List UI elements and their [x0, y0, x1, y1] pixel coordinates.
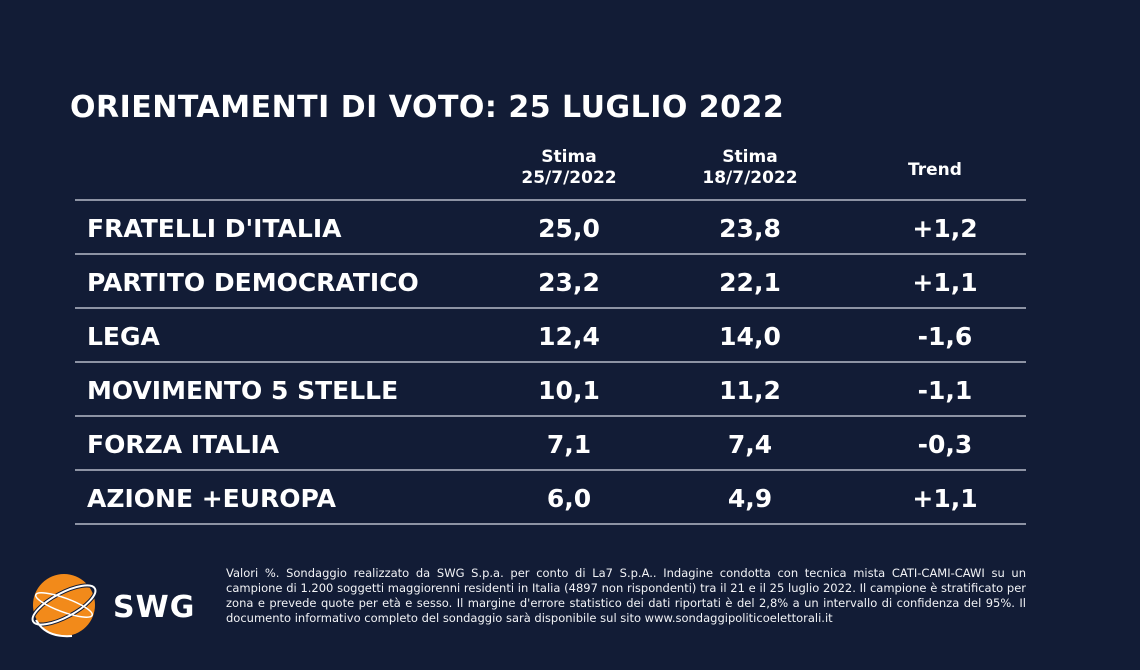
party-name: FRATELLI D'ITALIA: [87, 214, 342, 243]
value-trend: +1,1: [912, 484, 978, 513]
party-name: MOVIMENTO 5 STELLE: [87, 376, 399, 405]
party-name: PARTITO DEMOCRATICO: [87, 268, 419, 297]
party-name: AZIONE +EUROPA: [87, 484, 336, 513]
table-row: PARTITO DEMOCRATICO 23,2 22,1 +1,1: [75, 255, 1026, 309]
party-name: LEGA: [87, 322, 160, 351]
value-stima-25-7: 6,0: [546, 484, 592, 513]
value-stima-18-7: 22,1: [719, 268, 781, 297]
column-header-line: Stima: [722, 147, 778, 167]
value-stima-18-7: 4,9: [727, 484, 773, 513]
column-header-trend: Trend: [908, 160, 962, 180]
table-row: LEGA 12,4 14,0 -1,6: [75, 309, 1026, 363]
party-name: FORZA ITALIA: [87, 430, 280, 459]
value-trend: -0,3: [917, 430, 973, 459]
table-row: MOVIMENTO 5 STELLE 10,1 11,2 -1,1: [75, 363, 1026, 417]
table-row: FRATELLI D'ITALIA 25,0 23,8 +1,2: [75, 201, 1026, 255]
value-stima-18-7: 11,2: [719, 376, 781, 405]
column-header-stima-25-7: Stima 25/7/2022: [479, 147, 659, 189]
table-row: FORZA ITALIA 7,1 7,4 -0,3: [75, 417, 1026, 471]
page-title: ORIENTAMENTI DI VOTO: 25 LUGLIO 2022: [70, 90, 785, 125]
table-row: AZIONE +EUROPA 6,0 4,9 +1,1: [75, 471, 1026, 525]
value-stima-25-7: 25,0: [538, 214, 600, 243]
value-stima-18-7: 23,8: [719, 214, 781, 243]
column-header-line: Stima: [541, 147, 597, 167]
value-stima-25-7: 12,4: [538, 322, 600, 351]
poll-table: FRATELLI D'ITALIA 25,0 23,8 +1,2 PARTITO DEM…: [75, 199, 1026, 525]
value-stima-25-7: 7,1: [546, 430, 592, 459]
value-trend: +1,2: [912, 214, 978, 243]
methodology-note: Valori %. Sondaggio realizzato da SWG S.…: [226, 566, 1026, 625]
value-stima-18-7: 7,4: [727, 430, 773, 459]
value-trend: -1,6: [917, 322, 973, 351]
swg-logo-text: SWG: [113, 590, 196, 625]
value-stima-25-7: 23,2: [538, 268, 600, 297]
swg-logo-icon: [26, 568, 226, 640]
value-stima-18-7: 14,0: [719, 322, 781, 351]
value-trend: +1,1: [912, 268, 978, 297]
column-header-line: 25/7/2022: [521, 168, 617, 188]
value-stima-25-7: 10,1: [538, 376, 600, 405]
column-header-stima-18-7: Stima 18/7/2022: [660, 147, 840, 189]
column-header-line: 18/7/2022: [702, 168, 798, 188]
value-trend: -1,1: [917, 376, 973, 405]
